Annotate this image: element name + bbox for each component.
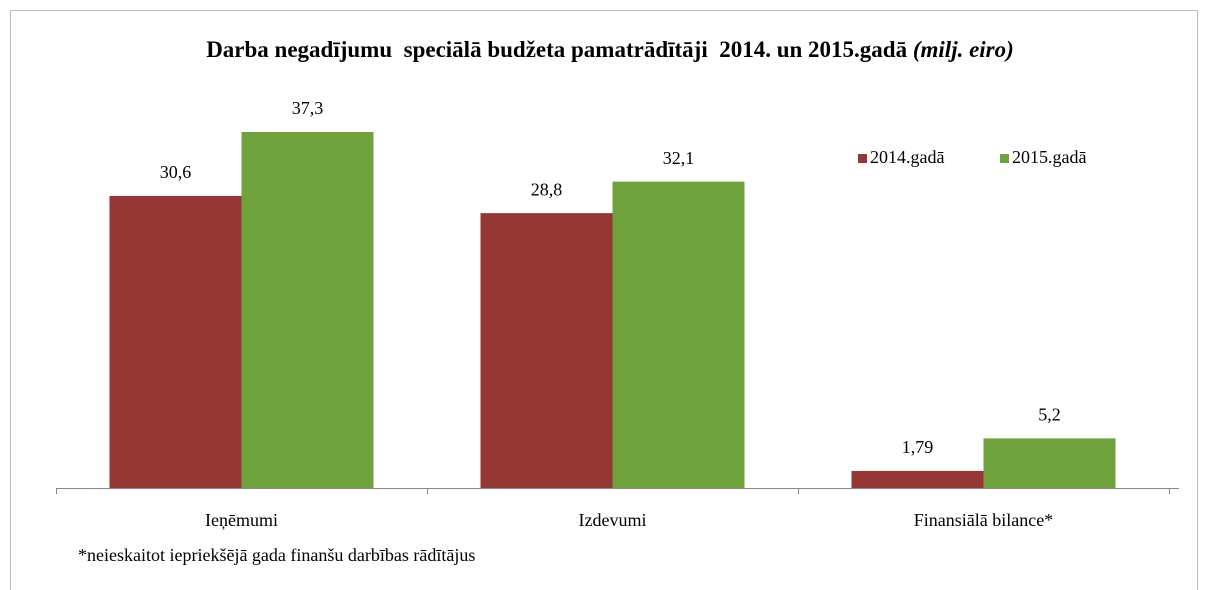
footnote: *neieskaitot iepriekšējā gada finanšu da… (78, 545, 475, 565)
chart-title: Darba negadījumu speciālā budžeta pamatr… (206, 37, 1014, 62)
legend-label: 2015.gadā (1012, 147, 1086, 167)
title-text: Darba negadījumu speciālā budžeta pamatr… (206, 37, 907, 62)
bar (612, 181, 745, 489)
title-unit: (milj. eiro) (913, 37, 1014, 62)
data-label: 5,2 (1038, 404, 1061, 424)
legend-swatch (858, 154, 867, 163)
legend-label: 2014.gadā (870, 147, 944, 167)
bar (480, 213, 613, 488)
legend-swatch (1000, 154, 1009, 163)
bar (241, 132, 374, 488)
data-label: 28,8 (531, 179, 563, 199)
bar (983, 438, 1116, 488)
data-label: 30,6 (160, 162, 192, 182)
data-label: 37,3 (292, 98, 324, 118)
x-tick-label: Izdevumi (579, 510, 647, 530)
x-tick-label: Ieņēmumi (205, 510, 278, 530)
data-label: 32,1 (663, 148, 695, 168)
bar (851, 470, 984, 488)
x-tick-label: Finansiālā bilance* (914, 510, 1053, 530)
chart-frame (10, 10, 1198, 590)
data-label: 1,79 (902, 437, 934, 457)
bar (109, 195, 242, 488)
